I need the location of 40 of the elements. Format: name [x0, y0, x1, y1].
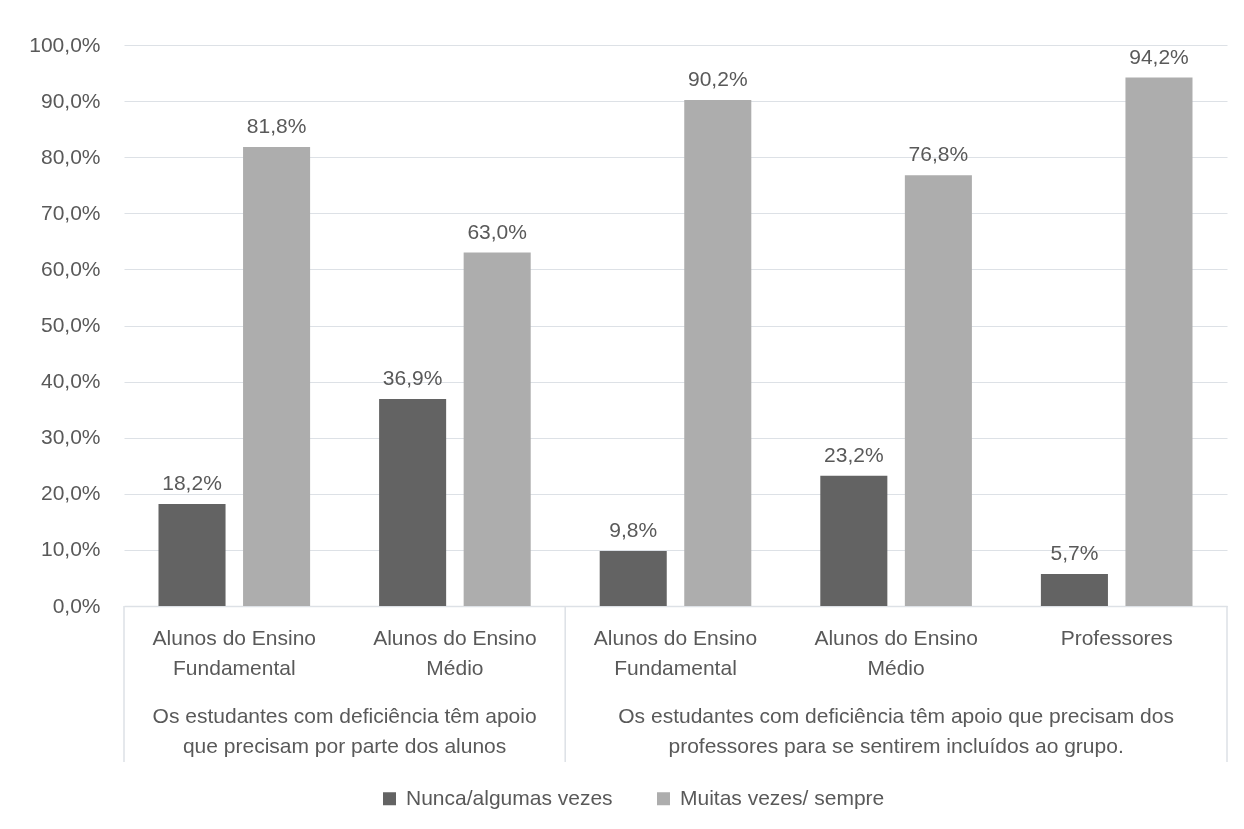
data-label: 90,2%: [688, 66, 748, 90]
bar: [158, 503, 226, 606]
bar: [1040, 574, 1108, 606]
bar: [379, 398, 447, 606]
data-label: 23,2%: [824, 442, 884, 466]
data-label: 36,9%: [382, 365, 443, 389]
x-tick-label: Alunos do Ensino Médio: [373, 625, 537, 679]
y-tick-label: 0,0%: [52, 593, 101, 617]
y-tick-label: 60,0%: [40, 256, 101, 280]
x-tick-label: Alunos do Ensino Fundamental: [152, 625, 317, 679]
y-tick-label: 40,0%: [40, 369, 101, 393]
y-tick-label: 90,0%: [40, 88, 101, 112]
data-label: 18,2%: [162, 470, 222, 494]
y-tick-label: 30,0%: [40, 425, 101, 449]
x-tick-label: Professores: [1060, 625, 1173, 649]
bar: [684, 99, 752, 606]
text: Os estudantes com deficiência têm apoio que precisam por parte dos alunos: [152, 704, 537, 757]
x-tick-label: Alunos do Ensino Fundamental: [593, 625, 758, 679]
data-label: 9,8%: [609, 518, 658, 542]
bar: [1125, 77, 1193, 606]
y-tick-label: 80,0%: [40, 144, 101, 168]
bar: [463, 252, 531, 606]
y-tick-label: 100,0%: [29, 32, 101, 56]
legend-label: Muitas vezes/ sempre: [680, 785, 885, 809]
data-label: 76,8%: [908, 142, 969, 166]
y-tick-label: 70,0%: [40, 200, 101, 224]
text: Os estudantes com deficiência têm apoio que precisam dos professores para se sentirem incluídos ao grupo.: [618, 704, 1174, 757]
bar: [904, 175, 972, 606]
data-label: 63,0%: [467, 219, 527, 243]
data-label: 94,2%: [1129, 44, 1189, 68]
x-tick-label: Alunos do Ensino Médio: [814, 625, 978, 679]
data-label: 5,7%: [1050, 541, 1099, 565]
legend-label: Nunca/algumas vezes: [406, 785, 613, 809]
bar: [243, 147, 311, 606]
bar: [599, 551, 667, 606]
y-tick-label: 20,0%: [40, 481, 101, 505]
y-tick-label: 10,0%: [40, 537, 101, 561]
bar: [820, 475, 888, 606]
data-label: 81,8%: [246, 114, 307, 138]
y-tick-label: 50,0%: [40, 313, 101, 336]
